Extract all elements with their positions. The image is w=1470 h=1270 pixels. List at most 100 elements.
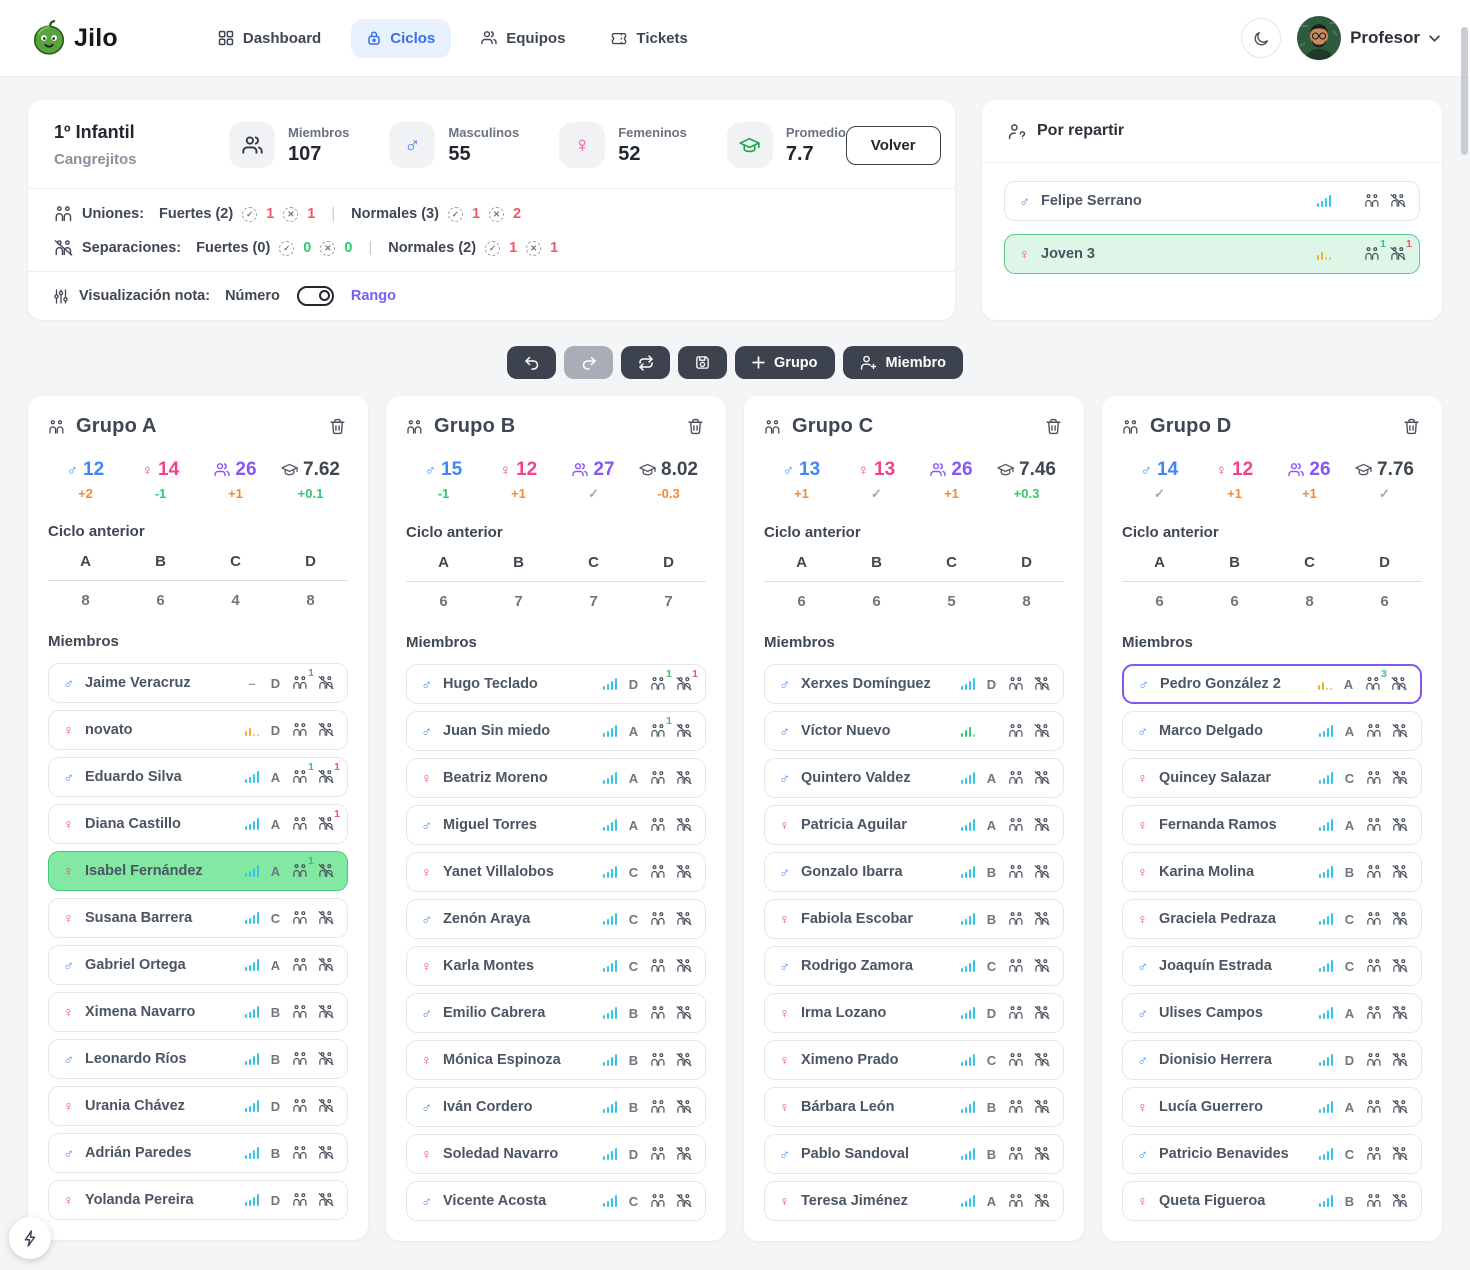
member-row[interactable]: ♂ Felipe Serrano xyxy=(1004,181,1420,221)
member-row[interactable]: ♀ Yanet Villalobos C xyxy=(406,852,706,892)
union-icon[interactable] xyxy=(650,1194,666,1208)
member-row[interactable]: ♀ Joven 3 1 1 xyxy=(1004,234,1420,274)
separation-icon[interactable] xyxy=(676,1053,692,1067)
member-row[interactable]: ♀ Queta Figueroa B xyxy=(1122,1181,1422,1221)
save-button[interactable] xyxy=(678,346,728,379)
member-row[interactable]: ♀ Ximeno Prado C xyxy=(764,1040,1064,1080)
member-row[interactable]: ♀ Fabiola Escobar B xyxy=(764,899,1064,939)
member-row[interactable]: ♀ Fernanda Ramos A xyxy=(1122,805,1422,845)
union-icon[interactable] xyxy=(650,959,666,973)
member-row[interactable]: ♂ Pedro González 2 A 3 xyxy=(1122,664,1422,704)
separation-icon[interactable] xyxy=(318,958,334,972)
nota-option-rango[interactable]: Rango xyxy=(350,288,396,304)
separation-icon[interactable] xyxy=(676,1006,692,1020)
union-icon[interactable] xyxy=(292,1052,308,1066)
union-icon[interactable] xyxy=(1008,1100,1024,1114)
separation-icon[interactable]: 1 xyxy=(318,809,340,831)
shuffle-button[interactable] xyxy=(621,346,671,379)
union-icon[interactable] xyxy=(1008,724,1024,738)
member-row[interactable]: ♀ Isabel Fernández A 1 xyxy=(48,851,348,891)
separation-icon[interactable] xyxy=(676,959,692,973)
separation-icon[interactable] xyxy=(318,864,334,878)
union-icon[interactable] xyxy=(1366,771,1382,785)
union-icon[interactable] xyxy=(292,958,308,972)
union-icon[interactable] xyxy=(1008,771,1024,785)
member-row[interactable]: ♂ Juan Sin miedo A 1 xyxy=(406,711,706,751)
separation-icon[interactable] xyxy=(1034,818,1050,832)
separation-icon[interactable] xyxy=(318,676,334,690)
member-row[interactable]: ♀ Irma Lozano D xyxy=(764,993,1064,1033)
member-row[interactable]: ♀ Teresa Jiménez A xyxy=(764,1181,1064,1221)
separation-icon[interactable] xyxy=(676,818,692,832)
member-row[interactable]: ♂ Ulises Campos A xyxy=(1122,993,1422,1033)
separation-icon[interactable] xyxy=(1390,194,1406,208)
member-row[interactable]: ♂ Joaquín Estrada C xyxy=(1122,946,1422,986)
separation-icon[interactable] xyxy=(1392,1053,1408,1067)
union-icon[interactable] xyxy=(650,912,666,926)
member-row[interactable]: ♂ Marco Delgado A xyxy=(1122,711,1422,751)
union-icon[interactable] xyxy=(1366,724,1382,738)
quick-actions-fab[interactable] xyxy=(9,1217,51,1259)
nav-item-equipos[interactable]: Equipos xyxy=(465,19,581,58)
separation-icon[interactable] xyxy=(1392,1006,1408,1020)
union-icon[interactable] xyxy=(1008,818,1024,832)
union-icon[interactable] xyxy=(1366,1147,1382,1161)
union-icon[interactable] xyxy=(1366,1053,1382,1067)
union-icon[interactable] xyxy=(1366,1100,1382,1114)
member-row[interactable]: ♂ Gonzalo Ibarra B xyxy=(764,852,1064,892)
delete-group-button[interactable] xyxy=(1401,416,1422,437)
nota-toggle[interactable] xyxy=(296,286,334,306)
separation-icon[interactable] xyxy=(1034,1006,1050,1020)
member-row[interactable]: ♂ Emilio Cabrera B xyxy=(406,993,706,1033)
member-row[interactable]: ♂ Hugo Teclado D 1 1 xyxy=(406,664,706,704)
separation-icon[interactable] xyxy=(1034,771,1050,785)
nota-option-numero[interactable]: Número xyxy=(225,288,280,304)
add-member-button[interactable]: Miembro xyxy=(842,346,963,379)
separation-icon[interactable] xyxy=(318,911,334,925)
separation-icon[interactable] xyxy=(318,723,334,737)
union-icon[interactable] xyxy=(1008,1053,1024,1067)
member-row[interactable]: ♂ Iván Cordero B xyxy=(406,1087,706,1127)
separation-icon[interactable] xyxy=(1392,912,1408,926)
scrollbar-thumb[interactable] xyxy=(1461,27,1468,155)
member-row[interactable]: ♂ Vicente Acosta C xyxy=(406,1181,706,1221)
union-icon[interactable] xyxy=(1008,1147,1024,1161)
member-row[interactable]: ♂ Jaime Veracruz – D 1 xyxy=(48,663,348,703)
union-icon[interactable] xyxy=(1008,677,1024,691)
nav-item-tickets[interactable]: Tickets xyxy=(595,19,703,58)
union-icon[interactable] xyxy=(1008,959,1024,973)
separation-icon[interactable] xyxy=(1392,1147,1408,1161)
member-row[interactable]: ♂ Dionisio Herrera D xyxy=(1122,1040,1422,1080)
member-row[interactable]: ♂ Gabriel Ortega A xyxy=(48,945,348,985)
union-icon[interactable] xyxy=(292,911,308,925)
delete-group-button[interactable] xyxy=(685,416,706,437)
member-row[interactable]: ♀ Yolanda Pereira D xyxy=(48,1180,348,1220)
union-icon[interactable] xyxy=(292,1193,308,1207)
union-icon[interactable] xyxy=(1366,865,1382,879)
member-row[interactable]: ♂ Patricio Benavides C xyxy=(1122,1134,1422,1174)
separation-icon[interactable] xyxy=(1034,1053,1050,1067)
union-icon[interactable] xyxy=(1366,1194,1382,1208)
nav-item-dashboard[interactable]: Dashboard xyxy=(202,19,337,58)
member-row[interactable]: ♀ Bárbara León B xyxy=(764,1087,1064,1127)
separation-icon[interactable] xyxy=(676,1147,692,1161)
separation-icon[interactable] xyxy=(1034,724,1050,738)
volver-button[interactable]: Volver xyxy=(845,125,941,165)
separation-icon[interactable] xyxy=(676,912,692,926)
member-row[interactable]: ♂ Rodrigo Zamora C xyxy=(764,946,1064,986)
union-icon[interactable]: 1 xyxy=(650,669,672,691)
member-row[interactable]: ♀ novato D xyxy=(48,710,348,750)
member-row[interactable]: ♀ Diana Castillo A 1 xyxy=(48,804,348,844)
union-icon[interactable] xyxy=(1366,818,1382,832)
union-icon[interactable] xyxy=(650,818,666,832)
dark-mode-toggle[interactable] xyxy=(1241,18,1282,58)
separation-icon[interactable]: 1 xyxy=(676,669,698,691)
union-icon[interactable] xyxy=(650,1053,666,1067)
union-icon[interactable] xyxy=(292,1005,308,1019)
member-row[interactable]: ♀ Ximena Navarro B xyxy=(48,992,348,1032)
delete-group-button[interactable] xyxy=(327,416,348,437)
separation-icon[interactable] xyxy=(1034,1147,1050,1161)
undo-button[interactable] xyxy=(507,346,557,379)
redo-button[interactable] xyxy=(564,346,614,379)
union-icon[interactable] xyxy=(1366,959,1382,973)
